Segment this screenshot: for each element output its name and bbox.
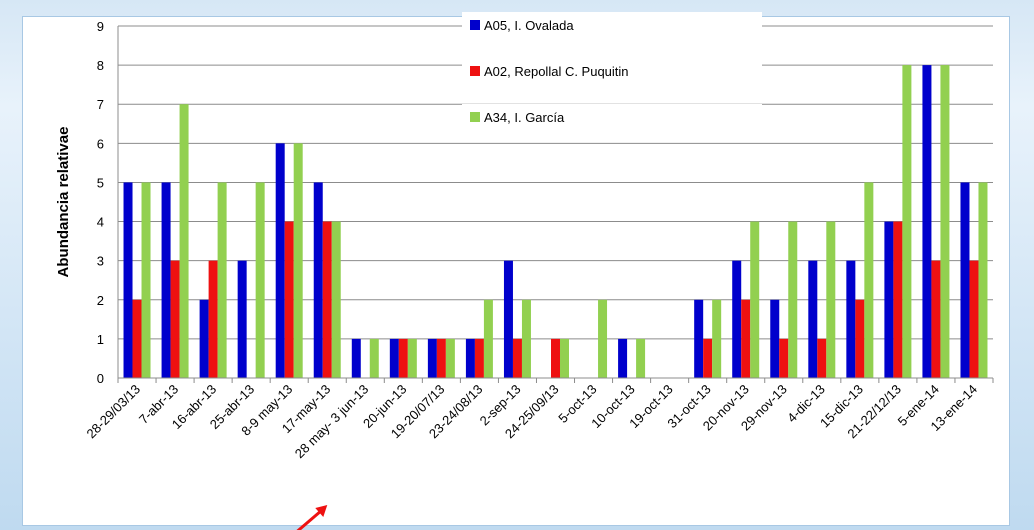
bar-1-8 [436,338,446,378]
annotation-arrow-shaft [296,507,325,530]
bar-1-16 [741,299,751,378]
annotation-arrow-head [315,505,328,517]
bar-0-7 [389,338,399,378]
bar-0-10 [503,260,513,378]
bar-2-5 [331,221,341,378]
bar-2-18 [826,221,836,378]
legend-label-0: A05, I. Ovalada [484,18,574,33]
y-tick-label: 2 [97,293,104,308]
bar-1-10 [512,338,522,378]
bar-2-8 [445,338,455,378]
bar-2-21 [940,65,950,378]
bar-1-22 [969,260,979,378]
y-tick-label: 4 [97,215,104,230]
bar-0-4 [275,143,285,378]
y-tick-labels: 0 1 2 3 4 5 6 7 8 9 [97,19,104,386]
bar-2-7 [407,338,417,378]
y-tick-label: 8 [97,58,104,73]
legend-background [462,58,762,86]
bar-1-15 [703,338,713,378]
bar-2-13 [636,338,646,378]
bar-0-8 [427,338,437,378]
annotation-arrow [296,505,328,530]
legend-swatch-0 [470,20,480,30]
bar-1-5 [322,221,332,378]
bar-1-1 [170,260,180,378]
bar-0-5 [313,182,323,378]
bar-1-4 [284,221,294,378]
bar-2-4 [293,143,303,378]
legend: A05, I. Ovalada A02, Repollal C. Puquitin… [462,12,762,132]
legend-swatch-2 [470,112,480,122]
bar-1-7 [398,338,408,378]
bar-2-1 [179,104,189,378]
bar-1-11 [551,338,560,378]
bar-2-11 [560,338,569,378]
x-tick-labels: 28-29/03/137-abr-1316-abr-1325-abr-138-9… [83,382,980,462]
bars [123,65,988,378]
bar-2-22 [978,182,988,378]
bar-2-0 [141,182,151,378]
legend-background [462,12,762,40]
bar-2-9 [483,299,493,378]
bar-2-6 [369,338,379,378]
legend-background [462,104,762,132]
bar-2-3 [255,182,265,378]
bar-2-16 [750,221,760,378]
x-tick-label: 28-29/03/13 [83,382,143,442]
bar-1-9 [474,338,484,378]
bar-2-12 [598,299,608,378]
bar-0-0 [123,182,133,378]
bar-1-21 [931,260,941,378]
bar-1-20 [893,221,903,378]
bar-2-10 [521,299,531,378]
bar-1-2 [208,260,218,378]
bar-0-13 [618,338,628,378]
y-tick-label: 5 [97,175,104,190]
y-tick-label: 0 [97,371,104,386]
bar-0-18 [808,260,818,378]
bar-2-19 [864,182,874,378]
bar-2-2 [217,182,227,378]
y-tick-label: 1 [97,332,104,347]
bar-0-17 [770,299,780,378]
bar-0-2 [199,299,209,378]
bar-0-1 [161,182,171,378]
axes [117,26,994,383]
y-tick-label: 9 [97,19,104,34]
bar-0-22 [960,182,970,378]
legend-label-2: A34, I. García [484,110,565,125]
bar-0-15 [694,299,704,378]
legend-swatch-1 [470,66,480,76]
bar-2-17 [788,221,798,378]
bar-0-19 [846,260,856,378]
bar-0-3 [237,260,247,378]
bar-1-18 [817,338,827,378]
y-tick-label: 3 [97,254,104,269]
y-axis-title: Abundancia relativae [55,127,72,278]
bar-0-21 [922,65,932,378]
bar-0-16 [732,260,742,378]
bar-0-20 [884,221,894,378]
bar-0-6 [351,338,361,378]
legend-label-1: A02, Repollal C. Puquitin [484,64,629,79]
bar-1-17 [779,338,789,378]
bar-1-0 [132,299,142,378]
bar-0-9 [465,338,475,378]
bar-2-15 [712,299,722,378]
y-tick-label: 6 [97,136,104,151]
bar-1-19 [855,299,865,378]
y-tick-label: 7 [97,97,104,112]
bar-2-20 [902,65,912,378]
